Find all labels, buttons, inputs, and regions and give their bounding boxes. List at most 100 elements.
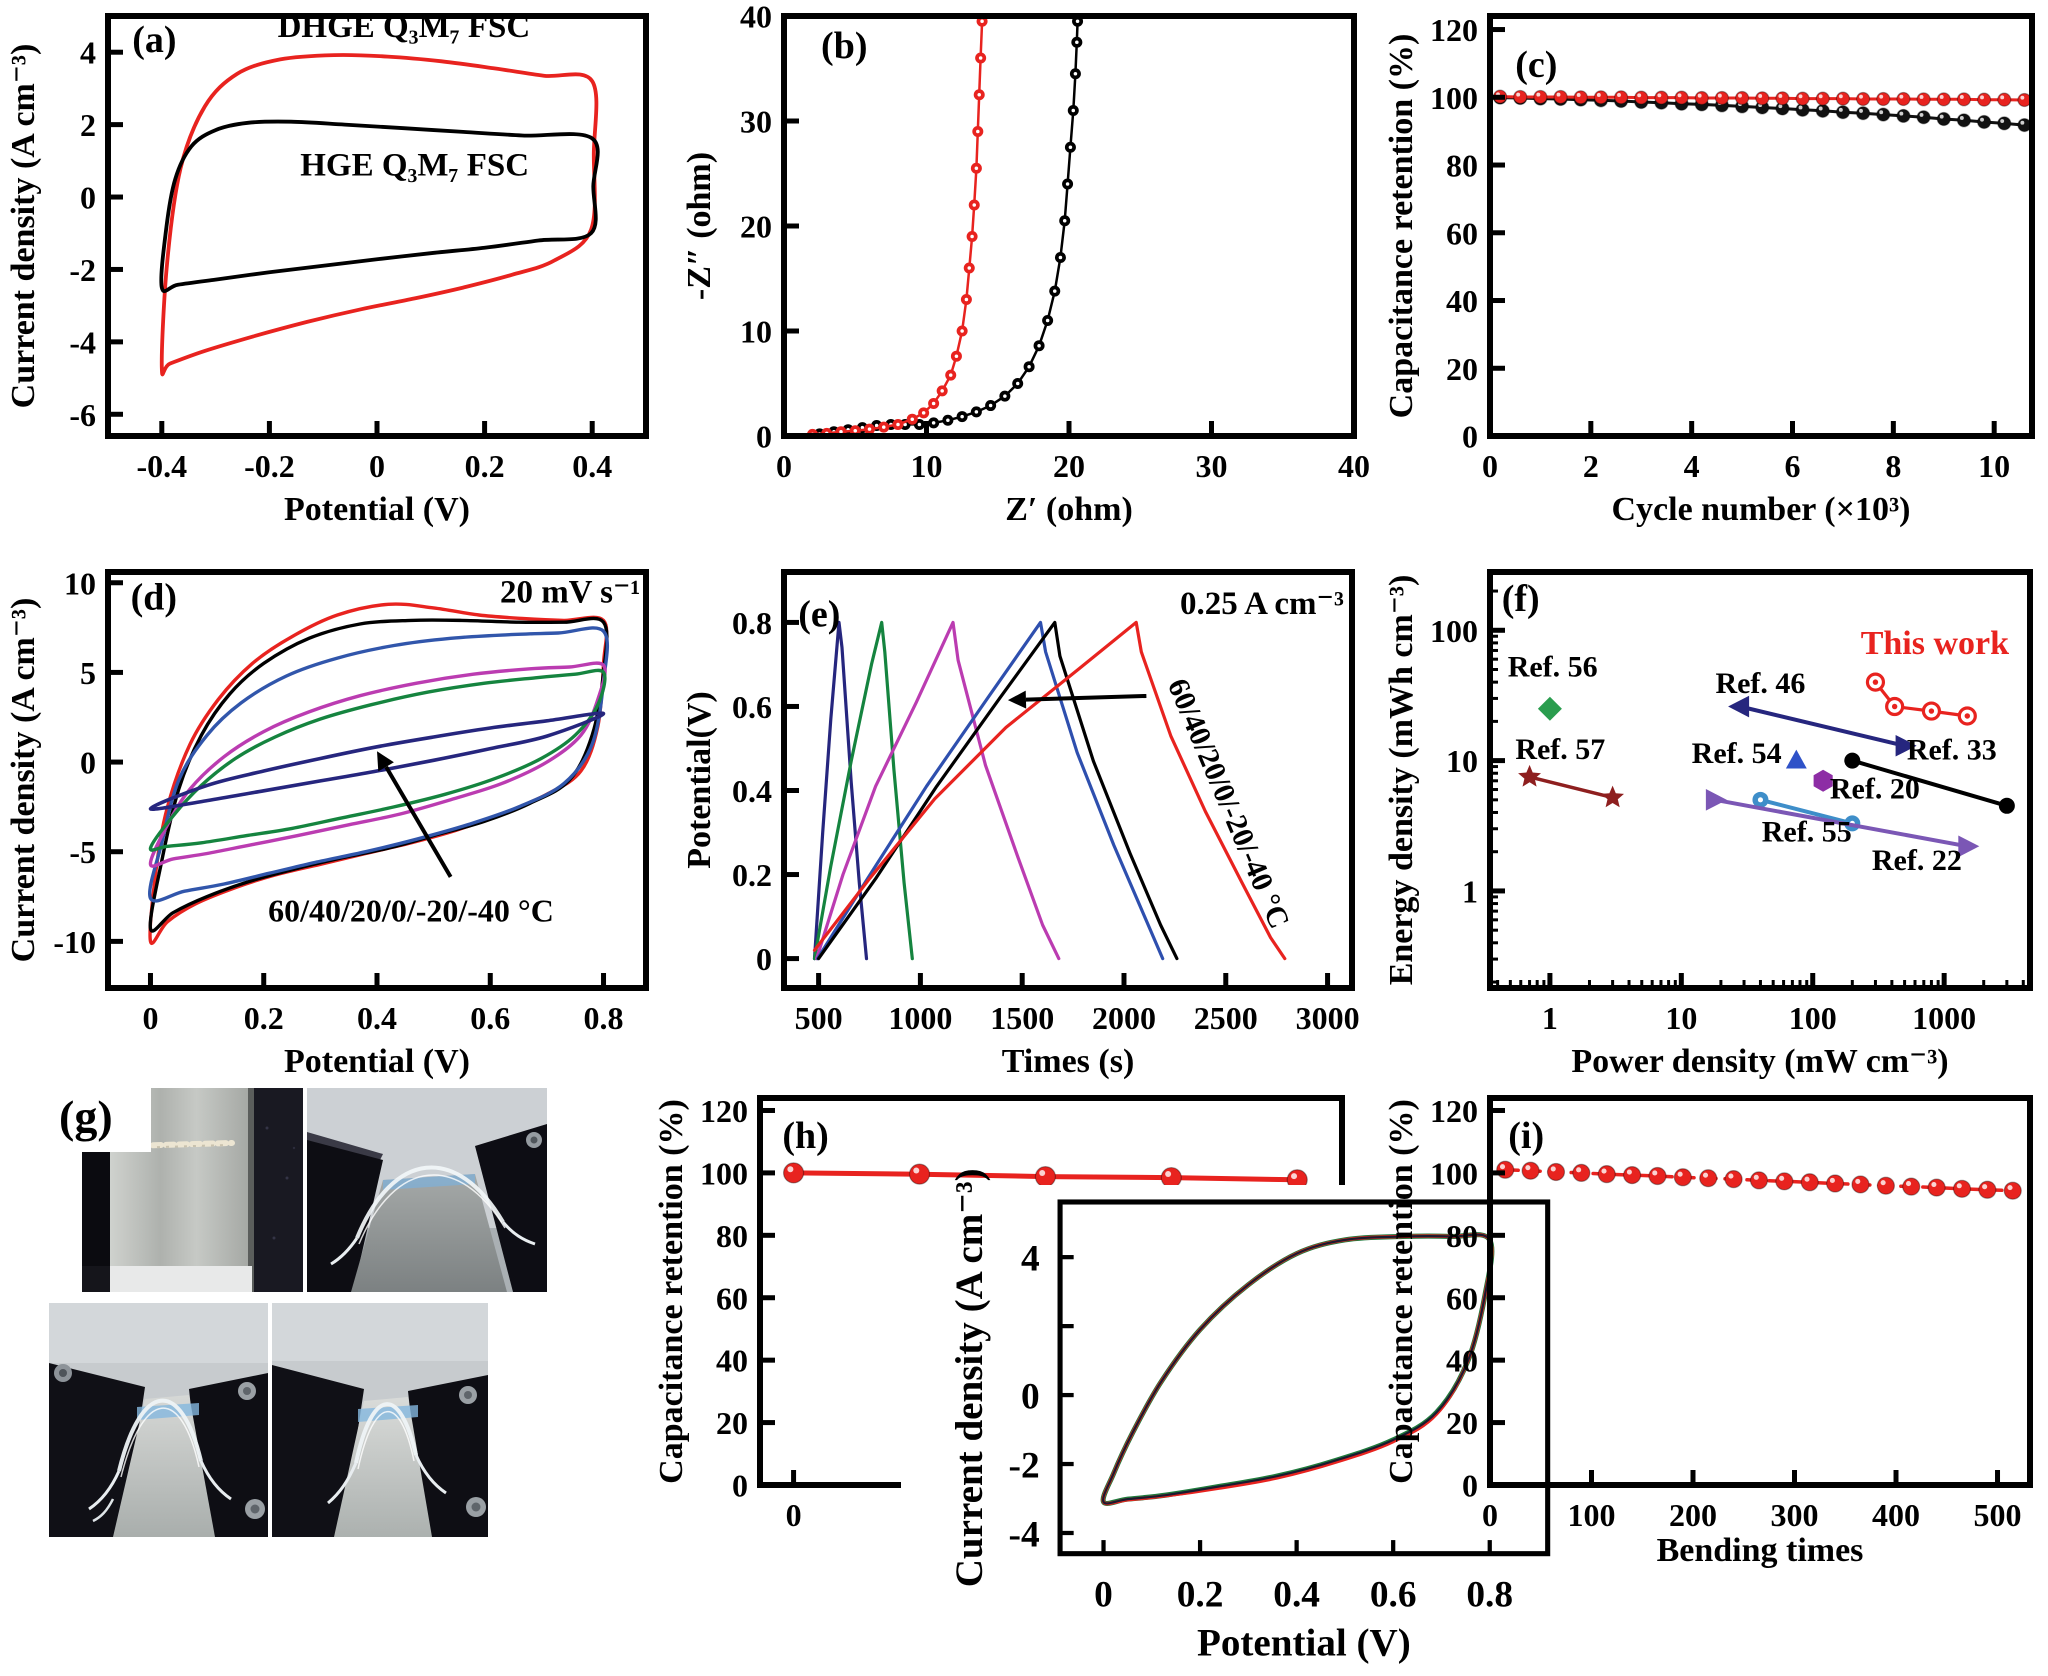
svg-text:4: 4 — [1684, 448, 1700, 484]
svg-text:(f): (f) — [1502, 578, 1540, 620]
svg-text:Ref. 55: Ref. 55 — [1762, 815, 1852, 848]
svg-text:Current density (A cm⁻³): Current density (A cm⁻³) — [948, 1168, 991, 1587]
panel-g-label: (g) — [49, 1088, 151, 1152]
svg-text:Current density (A cm⁻³): Current density (A cm⁻³) — [5, 44, 42, 409]
svg-text:Capacitance retention (%): Capacitance retention (%) — [1383, 1099, 1420, 1484]
svg-text:500: 500 — [795, 1000, 843, 1036]
svg-text:-5: -5 — [69, 834, 96, 870]
photo-slight-bend-image — [307, 1088, 547, 1292]
svg-text:0: 0 — [142, 1000, 158, 1036]
svg-text:0: 0 — [1462, 419, 1478, 455]
panel-h: 0 45 90 135 180 0 20 40 60 80 100 120 Angle (°) Capac… — [648, 1082, 1615, 1676]
svg-text:-6: -6 — [69, 397, 96, 433]
svg-text:1: 1 — [1542, 1000, 1558, 1036]
panel-e: 500 1000 1500 2000 2500 3000 0 0.2 0.4 0.6 0.8 Time… — [676, 556, 1378, 1084]
svg-text:0.2: 0.2 — [732, 857, 772, 893]
svg-text:2000: 2000 — [1092, 1000, 1156, 1036]
svg-text:0: 0 — [732, 1468, 748, 1504]
svg-text:400: 400 — [1872, 1497, 1920, 1533]
svg-text:0.2: 0.2 — [1177, 1574, 1224, 1615]
svg-text:100: 100 — [1568, 1497, 1616, 1533]
svg-text:20: 20 — [1446, 351, 1478, 387]
svg-text:0: 0 — [786, 1497, 802, 1533]
svg-text:Ref. 56: Ref. 56 — [1508, 651, 1598, 684]
svg-text:60/40/20/0/-20/-40 °C: 60/40/20/0/-20/-40 °C — [1161, 674, 1296, 933]
svg-text:-4: -4 — [69, 324, 96, 360]
svg-text:Potential (V): Potential (V) — [1197, 1622, 1411, 1665]
panel-i-bending-chart: 0 100 200 300 400 500 0 20 40 60 80 100 120 Bending t… — [1383, 1093, 2033, 1569]
svg-text:-2: -2 — [69, 252, 96, 288]
svg-text:Cycle number (×10³): Cycle number (×10³) — [1611, 491, 1910, 528]
svg-text:60/40/20/0/-20/-40 °C: 60/40/20/0/-20/-40 °C — [268, 893, 554, 929]
svg-text:40: 40 — [716, 1343, 748, 1379]
svg-text:Capacitance retention (%): Capacitance retention (%) — [1383, 34, 1420, 419]
panel-e-gcd-chart: 500 1000 1500 2000 2500 3000 0 0.2 0.4 0.6 0.8 Time… — [681, 569, 1360, 1080]
svg-text:2500: 2500 — [1194, 1000, 1258, 1036]
svg-text:10: 10 — [1446, 743, 1478, 779]
svg-text:Ref. 54: Ref. 54 — [1692, 737, 1782, 770]
svg-text:(a): (a) — [132, 19, 176, 61]
svg-text:100: 100 — [1430, 613, 1478, 649]
svg-text:Ref. 57: Ref. 57 — [1515, 733, 1605, 766]
svg-text:10: 10 — [740, 314, 772, 350]
svg-text:-0.4: -0.4 — [136, 448, 187, 484]
svg-text:0: 0 — [80, 180, 96, 216]
svg-text:40: 40 — [1338, 448, 1370, 484]
photo-half-fold — [49, 1303, 268, 1537]
panel-i: 0 100 200 300 400 500 0 20 40 60 80 100 120 Bending t… — [1378, 1082, 2048, 1573]
svg-text:80: 80 — [716, 1218, 748, 1254]
svg-text:0.25 A cm⁻³: 0.25 A cm⁻³ — [1180, 586, 1344, 622]
svg-text:-2: -2 — [1009, 1445, 1040, 1486]
svg-text:0.4: 0.4 — [1273, 1574, 1320, 1615]
svg-text:0.8: 0.8 — [1466, 1574, 1513, 1615]
svg-text:Current density (A cm⁻³): Current density (A cm⁻³) — [5, 598, 42, 963]
photo-slight-bend — [307, 1088, 547, 1292]
svg-text:-10: -10 — [53, 924, 96, 960]
svg-text:30: 30 — [1196, 448, 1228, 484]
svg-text:100: 100 — [1430, 1155, 1478, 1191]
svg-text:0: 0 — [776, 448, 792, 484]
svg-text:Potential (V): Potential (V) — [284, 1043, 470, 1080]
svg-text:1500: 1500 — [990, 1000, 1054, 1036]
panel-g-photos: (g) — [49, 1088, 549, 1538]
svg-text:Energy density (mWh cm⁻³): Energy density (mWh cm⁻³) — [1383, 575, 1420, 986]
panel-c: 0 2 4 6 8 10 0 20 40 60 80 100 120 Cycle number (×10³… — [1378, 0, 2048, 532]
svg-text:4: 4 — [80, 35, 96, 71]
svg-text:0.6: 0.6 — [732, 689, 772, 725]
svg-text:80: 80 — [1446, 148, 1478, 184]
svg-text:4: 4 — [1021, 1239, 1040, 1280]
svg-text:120: 120 — [700, 1093, 748, 1129]
svg-text:0: 0 — [369, 448, 385, 484]
photo-half-fold-image — [49, 1303, 268, 1537]
svg-text:40: 40 — [1446, 1343, 1478, 1379]
svg-text:This work: This work — [1861, 625, 2009, 662]
svg-text:120: 120 — [1430, 12, 1478, 48]
svg-text:Ref. 33: Ref. 33 — [1907, 733, 1997, 766]
svg-text:HGE Q₃M₇ FSC: HGE Q₃M₇ FSC — [300, 147, 529, 183]
svg-text:(i): (i) — [1508, 1115, 1544, 1157]
svg-text:3000: 3000 — [1296, 1000, 1360, 1036]
svg-text:500: 500 — [1974, 1497, 2022, 1533]
svg-text:Ref. 20: Ref. 20 — [1830, 773, 1920, 806]
svg-text:0: 0 — [1462, 1468, 1478, 1504]
svg-text:30: 30 — [740, 104, 772, 140]
svg-text:5: 5 — [80, 655, 96, 691]
svg-text:0.6: 0.6 — [1370, 1574, 1417, 1615]
svg-text:40: 40 — [1446, 283, 1478, 319]
svg-text:Ref. 22: Ref. 22 — [1872, 844, 1962, 877]
svg-text:0: 0 — [1094, 1574, 1113, 1615]
svg-text:60: 60 — [1446, 1280, 1478, 1316]
svg-text:Potential(V): Potential(V) — [681, 691, 718, 869]
svg-text:Z′ (ohm): Z′ (ohm) — [1005, 491, 1133, 528]
svg-text:Capacitance retention (%): Capacitance retention (%) — [653, 1099, 690, 1484]
svg-text:10: 10 — [1665, 1000, 1697, 1036]
panel-a: -0.4 -0.2 0 0.2 0.4 4 2 0 -2 -4 -6 Potential (V) Cur… — [0, 0, 668, 532]
svg-text:20 mV s⁻¹: 20 mV s⁻¹ — [500, 574, 640, 610]
svg-text:DHGE Q₃M₇ FSC: DHGE Q₃M₇ FSC — [278, 9, 531, 45]
svg-text:20: 20 — [1446, 1405, 1478, 1441]
svg-text:0: 0 — [1021, 1377, 1040, 1418]
svg-text:0.2: 0.2 — [244, 1000, 284, 1036]
svg-text:10: 10 — [64, 565, 96, 601]
svg-text:120: 120 — [1430, 1093, 1478, 1129]
